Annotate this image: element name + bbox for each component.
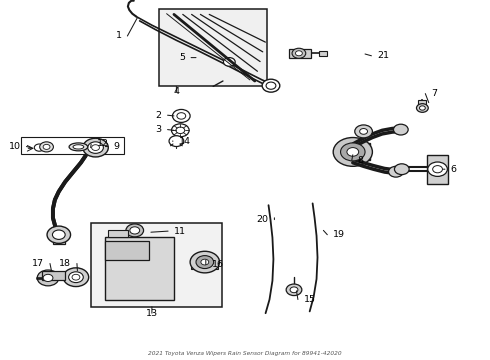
Bar: [191, 258, 218, 269]
Text: 2: 2: [156, 111, 162, 120]
Bar: [159, 9, 267, 86]
Text: 1: 1: [116, 31, 122, 40]
Bar: [105, 241, 149, 260]
Circle shape: [83, 138, 108, 157]
Circle shape: [190, 251, 220, 273]
Text: 19: 19: [333, 230, 345, 239]
Ellipse shape: [69, 143, 88, 151]
Circle shape: [69, 272, 83, 283]
Circle shape: [63, 268, 89, 287]
Circle shape: [92, 145, 99, 150]
Text: 16: 16: [212, 260, 223, 269]
Circle shape: [172, 124, 189, 137]
Text: 2021 Toyota Venza Wipers Rain Sensor Diagram for 89941-42020: 2021 Toyota Venza Wipers Rain Sensor Dia…: [148, 351, 342, 356]
Circle shape: [47, 226, 71, 243]
Bar: [84, 143, 107, 150]
Text: 11: 11: [174, 227, 186, 236]
Circle shape: [290, 287, 298, 293]
Bar: [53, 238, 65, 244]
Text: 12: 12: [97, 139, 109, 148]
Circle shape: [393, 124, 408, 135]
Circle shape: [389, 166, 403, 177]
Bar: [289, 49, 311, 58]
Circle shape: [196, 256, 214, 269]
Text: 4: 4: [173, 87, 179, 96]
Circle shape: [292, 48, 306, 58]
Circle shape: [433, 166, 442, 173]
Bar: [91, 223, 222, 307]
Circle shape: [177, 113, 186, 119]
Text: 5: 5: [179, 53, 185, 62]
Circle shape: [295, 51, 302, 56]
Circle shape: [169, 136, 184, 147]
Circle shape: [37, 270, 59, 286]
Bar: [21, 137, 124, 154]
Circle shape: [333, 138, 372, 166]
Circle shape: [416, 104, 428, 112]
Text: 14: 14: [179, 136, 191, 145]
Circle shape: [172, 109, 190, 122]
Text: 10: 10: [9, 142, 21, 151]
Circle shape: [266, 82, 276, 89]
Circle shape: [34, 144, 44, 151]
Circle shape: [419, 106, 425, 110]
Bar: [318, 51, 327, 56]
Circle shape: [88, 142, 103, 153]
Circle shape: [43, 144, 50, 149]
Text: 7: 7: [431, 89, 437, 98]
Bar: [42, 271, 65, 280]
Circle shape: [341, 143, 365, 161]
Circle shape: [176, 127, 185, 134]
Circle shape: [428, 162, 447, 176]
Circle shape: [130, 227, 140, 234]
Circle shape: [72, 274, 80, 280]
Circle shape: [43, 274, 53, 282]
Circle shape: [355, 125, 372, 138]
Text: 21: 21: [377, 51, 389, 60]
Text: 3: 3: [156, 125, 162, 134]
Circle shape: [201, 259, 209, 265]
Circle shape: [40, 142, 53, 152]
Bar: [427, 155, 448, 184]
Bar: [105, 237, 174, 300]
Bar: [343, 143, 370, 160]
Circle shape: [286, 284, 302, 296]
Text: 15: 15: [304, 295, 316, 304]
Circle shape: [52, 230, 65, 239]
Text: 17: 17: [32, 259, 44, 268]
Circle shape: [347, 148, 359, 156]
Circle shape: [126, 224, 144, 237]
Circle shape: [223, 58, 235, 66]
Text: 9: 9: [114, 142, 120, 151]
Bar: [418, 100, 426, 108]
Text: 8: 8: [358, 156, 364, 165]
Circle shape: [262, 79, 280, 92]
Circle shape: [394, 164, 409, 175]
Text: 13: 13: [146, 309, 158, 318]
Text: 20: 20: [257, 215, 269, 224]
Ellipse shape: [73, 145, 84, 149]
Bar: [108, 230, 128, 237]
Text: 18: 18: [59, 259, 71, 268]
Circle shape: [360, 129, 368, 134]
Text: 6: 6: [451, 165, 457, 174]
